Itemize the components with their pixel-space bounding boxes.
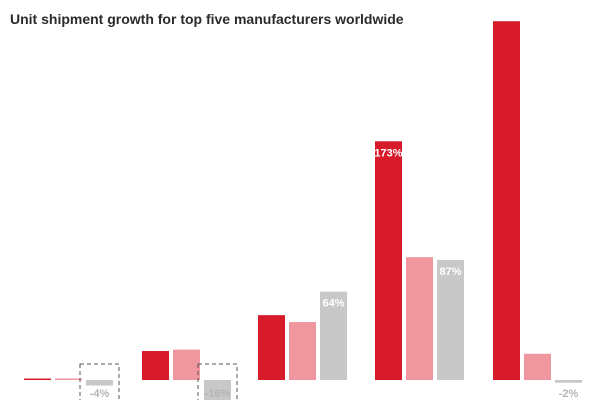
bar-g3-s2 xyxy=(289,322,316,380)
bar-g4-s1 xyxy=(375,141,402,380)
bar-g5-s1 xyxy=(493,21,520,380)
bar-g3-s3 xyxy=(320,291,347,380)
label-frame-g1 xyxy=(79,363,120,400)
chart-title: Unit shipment growth for top five manufa… xyxy=(10,11,404,27)
bar-g3-s1 xyxy=(258,315,285,380)
label-frame-g2 xyxy=(197,363,238,400)
data-label-1: -4% xyxy=(90,388,110,400)
bar-g4-s3 xyxy=(437,259,464,380)
bar-g1-s2 xyxy=(55,378,82,380)
bar-g5-s2 xyxy=(524,353,551,380)
data-label-4: 173% xyxy=(374,147,402,159)
bar-g1-s1 xyxy=(24,378,51,380)
data-label-6: -2% xyxy=(559,388,579,400)
bar-g2-s1 xyxy=(142,351,169,380)
data-label-2: -16% xyxy=(205,388,231,400)
bar-g5-s3 xyxy=(555,380,582,383)
bar-g1-s3 xyxy=(86,380,113,386)
bar-g2-s3 xyxy=(204,380,231,400)
data-label-3: 64% xyxy=(322,298,344,310)
bar-g4-s2 xyxy=(406,257,433,380)
bar-g2-s2 xyxy=(173,349,200,380)
data-label-5: 87% xyxy=(439,266,461,278)
